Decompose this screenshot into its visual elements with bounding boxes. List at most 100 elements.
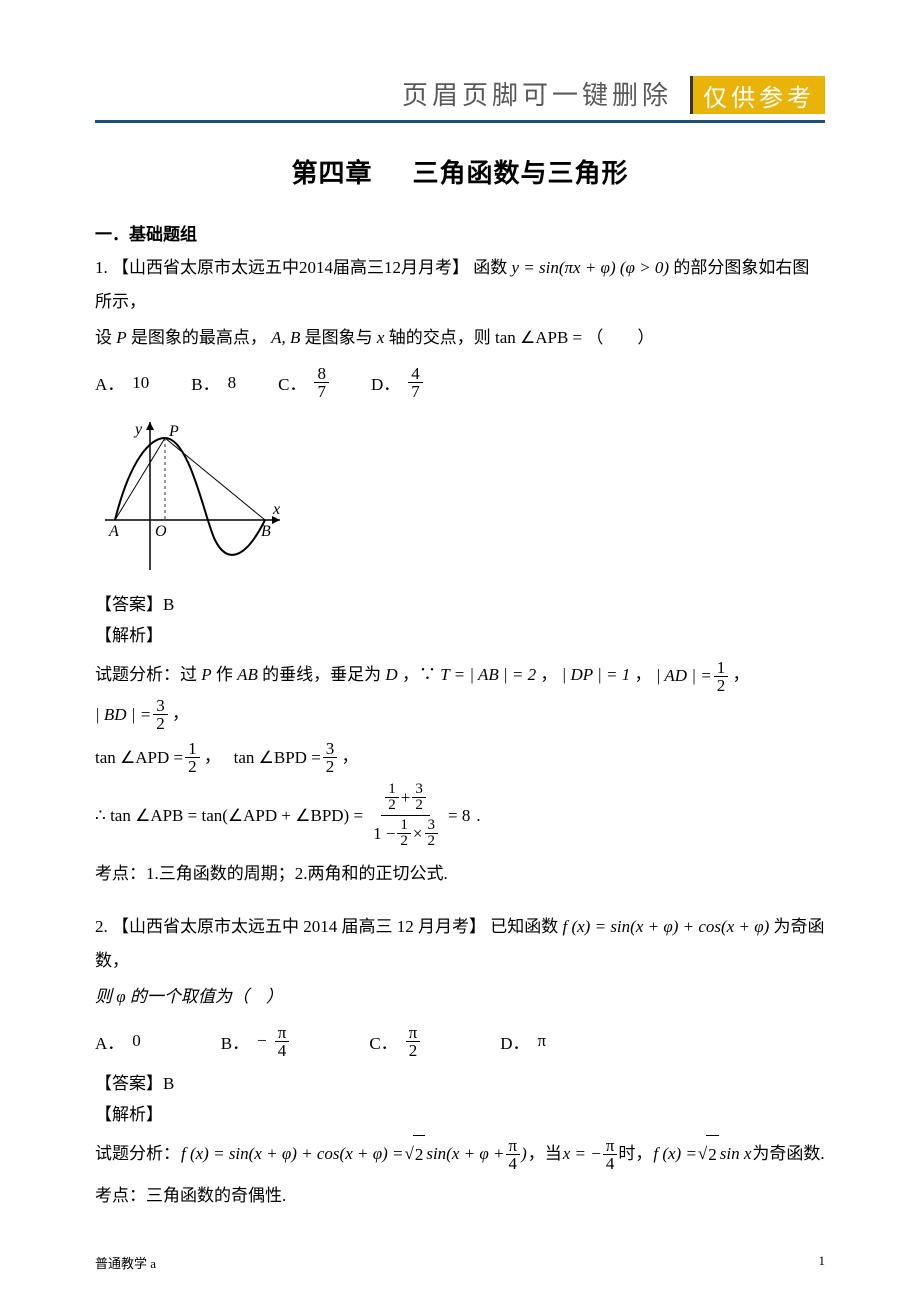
equals-8: = 8 (448, 797, 470, 834)
lhs: tan ∠APD = (95, 739, 183, 776)
sqrt-icon: √2 (698, 1135, 719, 1173)
frac-num: π (506, 1137, 521, 1155)
opt-label: D． (500, 1029, 529, 1054)
q2-source: 【山西省太原市太远五中 2014 届高三 12 月月考】 (112, 917, 486, 936)
comma: ， (732, 665, 749, 684)
answer-value: B (163, 595, 174, 614)
lhs: tan ∠BPD = (234, 739, 321, 776)
fraction: 4 7 (408, 365, 423, 400)
bigfrac-bot: 1 − 12 × 32 (369, 816, 442, 851)
opt-label: B． (191, 370, 219, 395)
eq1b: sin(x + φ + (426, 1135, 504, 1172)
frac-num: 1 (714, 659, 729, 677)
comma: ， (172, 704, 189, 723)
q2-options: A． 0 B． − π 4 C． π 2 D． π (95, 1024, 825, 1059)
frac-den: 2 (323, 758, 338, 775)
answer-label: 【答案】 (95, 1074, 163, 1093)
frac-den: 2 (153, 715, 168, 732)
when-b: 时， (618, 1135, 652, 1172)
xeq: x = − (563, 1135, 602, 1172)
t-expr: T = | AB | = 2 (440, 665, 536, 684)
q2-stem-line2: 则 φ 的一个取值为（ ） (95, 980, 825, 1014)
q2-stem-a: 已知函数 (490, 917, 562, 936)
frac-den: 4 (506, 1155, 521, 1172)
q1-explain-line1: 试题分析：过 P 作 AB 的垂线，垂足为 D ，∵ T = | AB | = … (95, 656, 825, 734)
frac-den: 2 (406, 1042, 421, 1059)
footer: 普通教学 a 1 (95, 1253, 825, 1272)
fraction: π 4 (506, 1137, 521, 1172)
plus: + (401, 789, 411, 806)
q1-l2a: 设 (95, 328, 116, 347)
frac-num: 3 (153, 697, 168, 715)
chapter-title: 第四章三角函数与三角形 (95, 153, 825, 190)
q2-opt-d: D． π (500, 1029, 546, 1054)
q1-options: A． 10 B． 8 C． 8 7 D． 4 7 (95, 365, 825, 400)
fraction: 32 (425, 818, 439, 849)
graph-label-P: P (168, 423, 179, 440)
neg: − (257, 1031, 267, 1051)
opt-label: C． (369, 1029, 397, 1054)
q2-kaopoint: 考点：三角函数的奇偶性. (95, 1181, 825, 1212)
frac-den: 2 (714, 677, 729, 694)
times: × (413, 825, 423, 842)
q2-fn: f (x) = sin(x + φ) + cos(x + φ) (563, 917, 770, 936)
q1-answer: 【答案】B (95, 590, 825, 615)
frac-den: 2 (185, 758, 200, 775)
q1-explain-label: 【解析】 (95, 621, 825, 646)
q2-opt-a: A． 0 (95, 1029, 141, 1054)
sqrt-body: 2 (413, 1135, 426, 1173)
frac-num: 8 (314, 365, 329, 383)
q2-explain-label: 【解析】 (95, 1100, 825, 1125)
q1-opt-b: B． 8 (191, 370, 236, 395)
q2-num: 2. (95, 917, 108, 936)
frac-num: 1 (397, 818, 411, 834)
graph-label-y: y (133, 421, 143, 438)
q2-opt-c: C． π 2 (369, 1024, 420, 1059)
q1-fn: y = sin(πx + φ) (φ > 0) (512, 258, 670, 277)
frac-num: 1 (385, 782, 399, 798)
frac-num: 3 (425, 818, 439, 834)
opt-val: 0 (132, 1031, 141, 1051)
eq1: f (x) = sin(x + φ) + cos(x + φ) = (181, 1135, 404, 1172)
q1-stem-a: 函数 (473, 258, 511, 277)
fraction: π 4 (603, 1137, 618, 1172)
q1-source: 【山西省太原市太远五中2014届高三12月月考】 (112, 258, 469, 277)
eq2b: sin x (720, 1135, 752, 1172)
q2-answer: 【答案】B (95, 1069, 825, 1094)
section-head: 一．基础题组 (95, 220, 825, 245)
fraction: 12 (397, 818, 411, 849)
bd-expr: | BD | = 3 2 (95, 696, 168, 733)
bigfrac-top: 12 + 32 (381, 780, 430, 816)
fraction: π 2 (406, 1024, 421, 1059)
comma: ， (635, 665, 652, 684)
frac-num: π (406, 1024, 421, 1042)
footer-left: 普通教学 a (95, 1253, 156, 1272)
header-text: 页眉页脚可一键删除 (402, 75, 672, 114)
q1-l2b: 是图象的最高点， (131, 328, 267, 347)
frac-den: 4 (275, 1042, 290, 1059)
tail: 为奇函数. (752, 1135, 824, 1172)
fraction: 8 7 (314, 365, 329, 400)
lhs: | AD | = (656, 657, 712, 694)
graph-label-O: O (155, 523, 167, 540)
fraction: 1 2 (185, 740, 200, 775)
q1-opt-c: C． 8 7 (278, 365, 329, 400)
frac-num: 3 (412, 782, 426, 798)
chapter-left: 第四章 (291, 159, 372, 188)
comma: ， (540, 665, 557, 684)
fraction: 1 2 (714, 659, 729, 694)
q1-P: P (116, 328, 126, 347)
q1-blank: （ ） (586, 328, 654, 347)
opt-val: 10 (132, 373, 149, 393)
answer-label: 【答案】 (95, 595, 163, 614)
comma: ， (342, 747, 359, 766)
graph-label-A: A (108, 523, 119, 540)
frac-num: π (603, 1137, 618, 1155)
lhs: | BD | = (95, 696, 151, 733)
text: 试题分析： (95, 1135, 180, 1172)
q1-stem-line2: 设 P 是图象的最高点， A, B 是图象与 x 轴的交点，则 tan ∠APB… (95, 321, 825, 355)
italic-P: P (201, 665, 211, 684)
text: ，∵ (402, 665, 440, 684)
opt-label: A． (95, 1029, 124, 1054)
frac-den: 2 (425, 834, 439, 849)
